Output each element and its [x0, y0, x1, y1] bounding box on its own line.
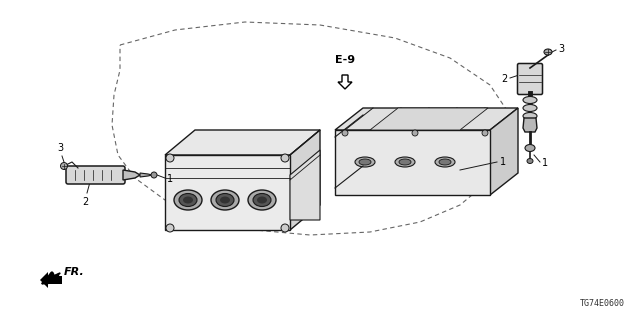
- Ellipse shape: [174, 190, 202, 210]
- Circle shape: [342, 130, 348, 136]
- Ellipse shape: [544, 49, 552, 55]
- Circle shape: [61, 163, 67, 170]
- Polygon shape: [523, 118, 537, 132]
- Ellipse shape: [179, 194, 197, 206]
- Circle shape: [166, 154, 174, 162]
- Text: 3: 3: [558, 44, 564, 54]
- FancyBboxPatch shape: [66, 166, 125, 184]
- Ellipse shape: [527, 158, 533, 164]
- Text: TG74E0600: TG74E0600: [580, 299, 625, 308]
- Polygon shape: [123, 170, 140, 180]
- Ellipse shape: [220, 196, 230, 204]
- Ellipse shape: [439, 159, 451, 165]
- Text: 1: 1: [167, 174, 173, 184]
- Ellipse shape: [253, 194, 271, 206]
- Text: 3: 3: [57, 143, 63, 153]
- Ellipse shape: [395, 157, 415, 167]
- Text: 2: 2: [82, 197, 88, 207]
- Polygon shape: [290, 150, 320, 220]
- Text: FR.: FR.: [64, 267, 84, 277]
- Polygon shape: [165, 130, 320, 155]
- Ellipse shape: [216, 194, 234, 206]
- Ellipse shape: [525, 145, 535, 151]
- Polygon shape: [290, 130, 320, 230]
- Text: 2: 2: [500, 74, 507, 84]
- Polygon shape: [165, 155, 290, 230]
- Ellipse shape: [183, 196, 193, 204]
- Polygon shape: [370, 108, 488, 130]
- Polygon shape: [140, 173, 152, 177]
- Ellipse shape: [248, 190, 276, 210]
- Ellipse shape: [359, 159, 371, 165]
- Circle shape: [281, 154, 289, 162]
- Text: 1: 1: [500, 157, 506, 167]
- Polygon shape: [490, 108, 518, 195]
- Polygon shape: [338, 75, 352, 89]
- Ellipse shape: [355, 157, 375, 167]
- Ellipse shape: [257, 196, 267, 204]
- Polygon shape: [335, 108, 518, 130]
- Circle shape: [281, 224, 289, 232]
- Ellipse shape: [523, 113, 537, 119]
- Polygon shape: [40, 272, 62, 288]
- Polygon shape: [335, 130, 490, 195]
- Ellipse shape: [399, 159, 411, 165]
- Circle shape: [151, 172, 157, 178]
- Ellipse shape: [211, 190, 239, 210]
- FancyBboxPatch shape: [518, 63, 543, 94]
- Text: 1: 1: [542, 158, 548, 168]
- Circle shape: [412, 130, 418, 136]
- Ellipse shape: [523, 97, 537, 103]
- Ellipse shape: [435, 157, 455, 167]
- Text: E-9: E-9: [335, 55, 355, 65]
- Ellipse shape: [523, 105, 537, 111]
- Circle shape: [166, 224, 174, 232]
- Circle shape: [482, 130, 488, 136]
